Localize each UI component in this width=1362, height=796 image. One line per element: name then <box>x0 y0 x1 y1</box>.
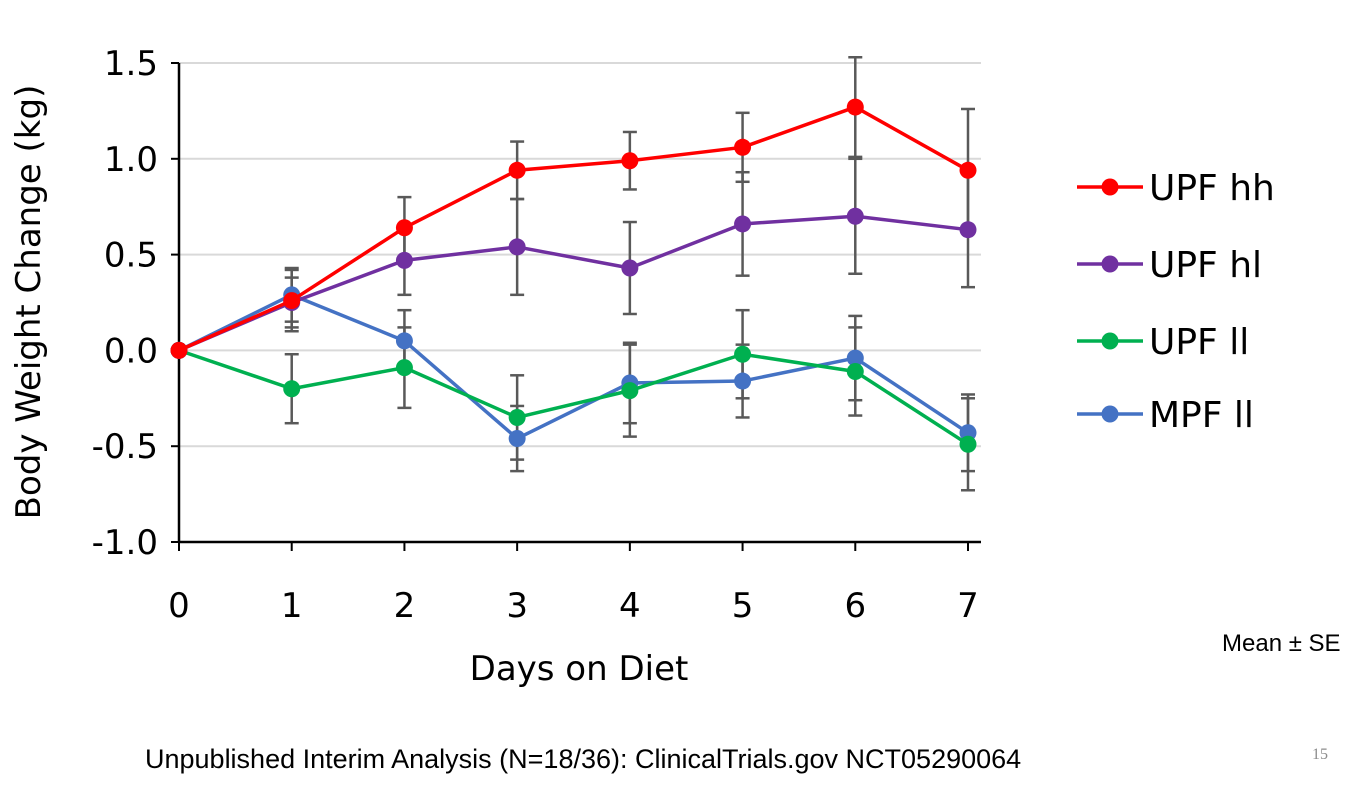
data-point-upf-ll <box>846 362 864 380</box>
legend-label: MPF ll <box>1149 395 1254 436</box>
data-point-upf-ll <box>734 345 752 363</box>
data-point-upf-ll <box>959 435 977 453</box>
y-tick-label: 1.0 <box>104 140 158 180</box>
data-point-mpf-ll <box>734 372 752 390</box>
data-point-upf-hh <box>395 219 413 237</box>
x-tick-label: 6 <box>844 586 866 626</box>
legend-marker <box>1101 255 1119 273</box>
x-tick-label: 4 <box>619 586 641 626</box>
data-point-upf-hh <box>621 152 639 170</box>
legend-entry-mpf-ll: MPF ll <box>1077 395 1254 436</box>
legend-marker <box>1101 332 1119 350</box>
data-point-mpf-ll <box>846 349 864 367</box>
tick-labels: -1.0 -0.5 0.0 0.5 1.0 1.5 0 1 2 3 4 5 6 7 <box>92 44 979 626</box>
legend-entry-upf-ll: UPF ll <box>1077 322 1249 363</box>
x-axis-title: Days on Diet <box>470 649 689 689</box>
data-point-upf-hh <box>959 161 977 179</box>
series-line-upf-hh <box>178 105 969 353</box>
page-number: 15 <box>1312 746 1328 763</box>
y-tick-label: 0.5 <box>104 236 158 276</box>
grid-lines <box>179 62 981 448</box>
legend-entry-upf-hl: UPF hl <box>1077 245 1262 286</box>
data-point-upf-hh <box>734 138 752 156</box>
x-tick-label: 3 <box>506 586 528 626</box>
data-point-upf-hh <box>846 98 864 116</box>
legend-marker <box>1101 178 1119 196</box>
y-tick-label: -0.5 <box>92 427 158 467</box>
data-point-upf-hh <box>283 292 301 310</box>
data-point-upf-ll <box>621 382 639 400</box>
series-line-upf-hl <box>178 214 969 353</box>
legend-label: UPF hh <box>1149 168 1275 209</box>
data-point-upf-ll <box>283 380 301 398</box>
data-point-upf-hl <box>734 215 752 233</box>
data-point-upf-hl <box>959 221 977 239</box>
data-point-upf-ll <box>508 408 526 426</box>
series-line-upf-ll <box>178 348 969 446</box>
x-tick-label: 7 <box>957 586 979 626</box>
legend-label: UPF hl <box>1149 245 1262 286</box>
error-bar-note: Mean ± SE <box>1222 630 1341 657</box>
x-tick-label: 0 <box>168 586 190 626</box>
footer-source-text: Unpublished Interim Analysis (N=18/36): … <box>145 744 1022 774</box>
y-axis-title: Body Weight Change (kg) <box>9 85 49 520</box>
y-tick-label: -1.0 <box>92 523 158 563</box>
y-tick-label: 1.5 <box>104 44 158 84</box>
x-tick-label: 1 <box>281 586 303 626</box>
data-point-upf-hl <box>621 259 639 277</box>
data-point-mpf-ll <box>395 332 413 350</box>
x-tick-label: 2 <box>394 586 416 626</box>
data-point-upf-hh <box>170 341 188 359</box>
series-line-mpf-ll <box>178 293 969 441</box>
series-lines <box>170 98 977 453</box>
data-point-upf-ll <box>395 359 413 377</box>
y-tick-label: 0.0 <box>104 331 158 371</box>
legend-entry-upf-hh: UPF hh <box>1077 168 1275 209</box>
data-point-upf-hl <box>846 207 864 225</box>
data-point-upf-hl <box>508 238 526 256</box>
axes <box>171 62 981 551</box>
legend-marker <box>1101 405 1119 423</box>
data-point-mpf-ll <box>508 430 526 448</box>
data-point-upf-hl <box>395 251 413 269</box>
legend-label: UPF ll <box>1149 322 1249 363</box>
x-tick-label: 5 <box>732 586 754 626</box>
data-point-upf-hh <box>508 161 526 179</box>
legend: UPF hh UPF hl UPF ll MPF ll <box>1077 168 1275 436</box>
